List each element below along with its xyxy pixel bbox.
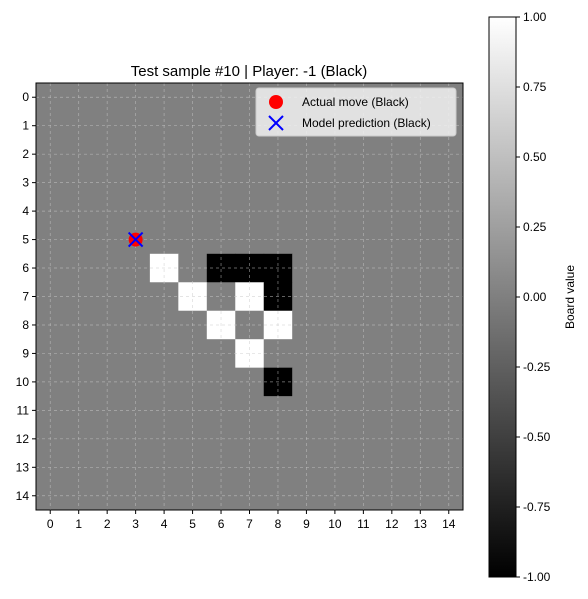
x-stroke — [127, 231, 144, 248]
y-tick-label: 11 — [17, 403, 30, 417]
y-tick-label: 1 — [22, 119, 29, 133]
colorbar-tick-label: -0.50 — [523, 430, 551, 444]
x-tick-label: 6 — [218, 517, 225, 531]
y-tick-label: 6 — [22, 261, 29, 275]
x-tick-label: 9 — [303, 517, 310, 531]
y-tick-label: 12 — [16, 432, 30, 446]
actual-move-marker — [269, 95, 283, 109]
colorbar-tick-label: 0.75 — [523, 80, 547, 94]
x-stroke — [268, 115, 284, 131]
colorbar-tick-label: 1.00 — [523, 10, 547, 24]
y-tick-label: 2 — [22, 147, 29, 161]
x-tick-label: 8 — [275, 517, 282, 531]
chart-title: Test sample #10 | Player: -1 (Black) — [131, 63, 367, 80]
colorbar-tick-label: 0.50 — [523, 150, 547, 164]
legend-box — [255, 87, 457, 137]
y-tick-label: 10 — [16, 375, 30, 389]
model-prediction-marker — [127, 231, 144, 248]
legend-entry-label: Model prediction (Black) — [302, 116, 431, 130]
x-tick-label: 12 — [385, 517, 399, 531]
x-axis-ticks: 0 1 2 3 4 5 6 7 8 9 10 11 12 13 14 — [47, 510, 456, 531]
x-tick-label: 13 — [414, 517, 428, 531]
move-markers — [127, 231, 144, 248]
colorbar — [488, 16, 517, 578]
colorbar-tick-label: -0.25 — [523, 360, 551, 374]
x-tick-label: 0 — [47, 517, 54, 531]
legend: Actual move (Black) Model prediction (Bla… — [255, 87, 457, 137]
y-tick-label: 5 — [22, 233, 29, 247]
board-cells — [36, 83, 464, 511]
x-tick-label: 14 — [442, 517, 456, 531]
legend-items: Actual move (Black) Model prediction (Bla… — [268, 95, 431, 131]
y-tick-label: 7 — [22, 290, 29, 304]
x-tick-label: 4 — [161, 517, 168, 531]
model-prediction-marker — [268, 115, 284, 131]
colorbar-label: Board value — [563, 265, 577, 329]
x-tick-label: 1 — [75, 517, 82, 531]
x-tick-label: 7 — [246, 517, 253, 531]
x-tick-label: 10 — [328, 517, 342, 531]
x-tick-label: 3 — [132, 517, 139, 531]
colorbar-tick-label: 0.25 — [523, 220, 547, 234]
y-tick-label: 3 — [22, 176, 29, 190]
y-tick-label: 13 — [16, 460, 30, 474]
colorbar-tick-label: 0.00 — [523, 290, 547, 304]
y-tick-label: 0 — [22, 90, 29, 104]
colorbar-ticks: 1.00 0.75 0.50 0.25 0.00 -0.25 -0.50 -0.75 -1.00 — [516, 10, 551, 584]
y-tick-label: 4 — [22, 204, 29, 218]
legend-entry-label: Actual move (Black) — [302, 95, 409, 109]
colorbar-tick-label: -1.00 — [523, 570, 551, 584]
x-tick-label: 2 — [104, 517, 111, 531]
x-tick-label: 11 — [357, 517, 370, 531]
colorbar-tick-label: -0.75 — [523, 500, 551, 514]
y-tick-label: 14 — [16, 489, 30, 503]
legend-entry: Model prediction (Black) — [268, 115, 431, 131]
x-tick-label: 5 — [189, 517, 196, 531]
grid-lines — [36, 83, 463, 510]
y-tick-label: 8 — [22, 318, 29, 332]
legend-entry: Actual move (Black) — [269, 95, 409, 109]
y-tick-label: 9 — [22, 346, 29, 360]
